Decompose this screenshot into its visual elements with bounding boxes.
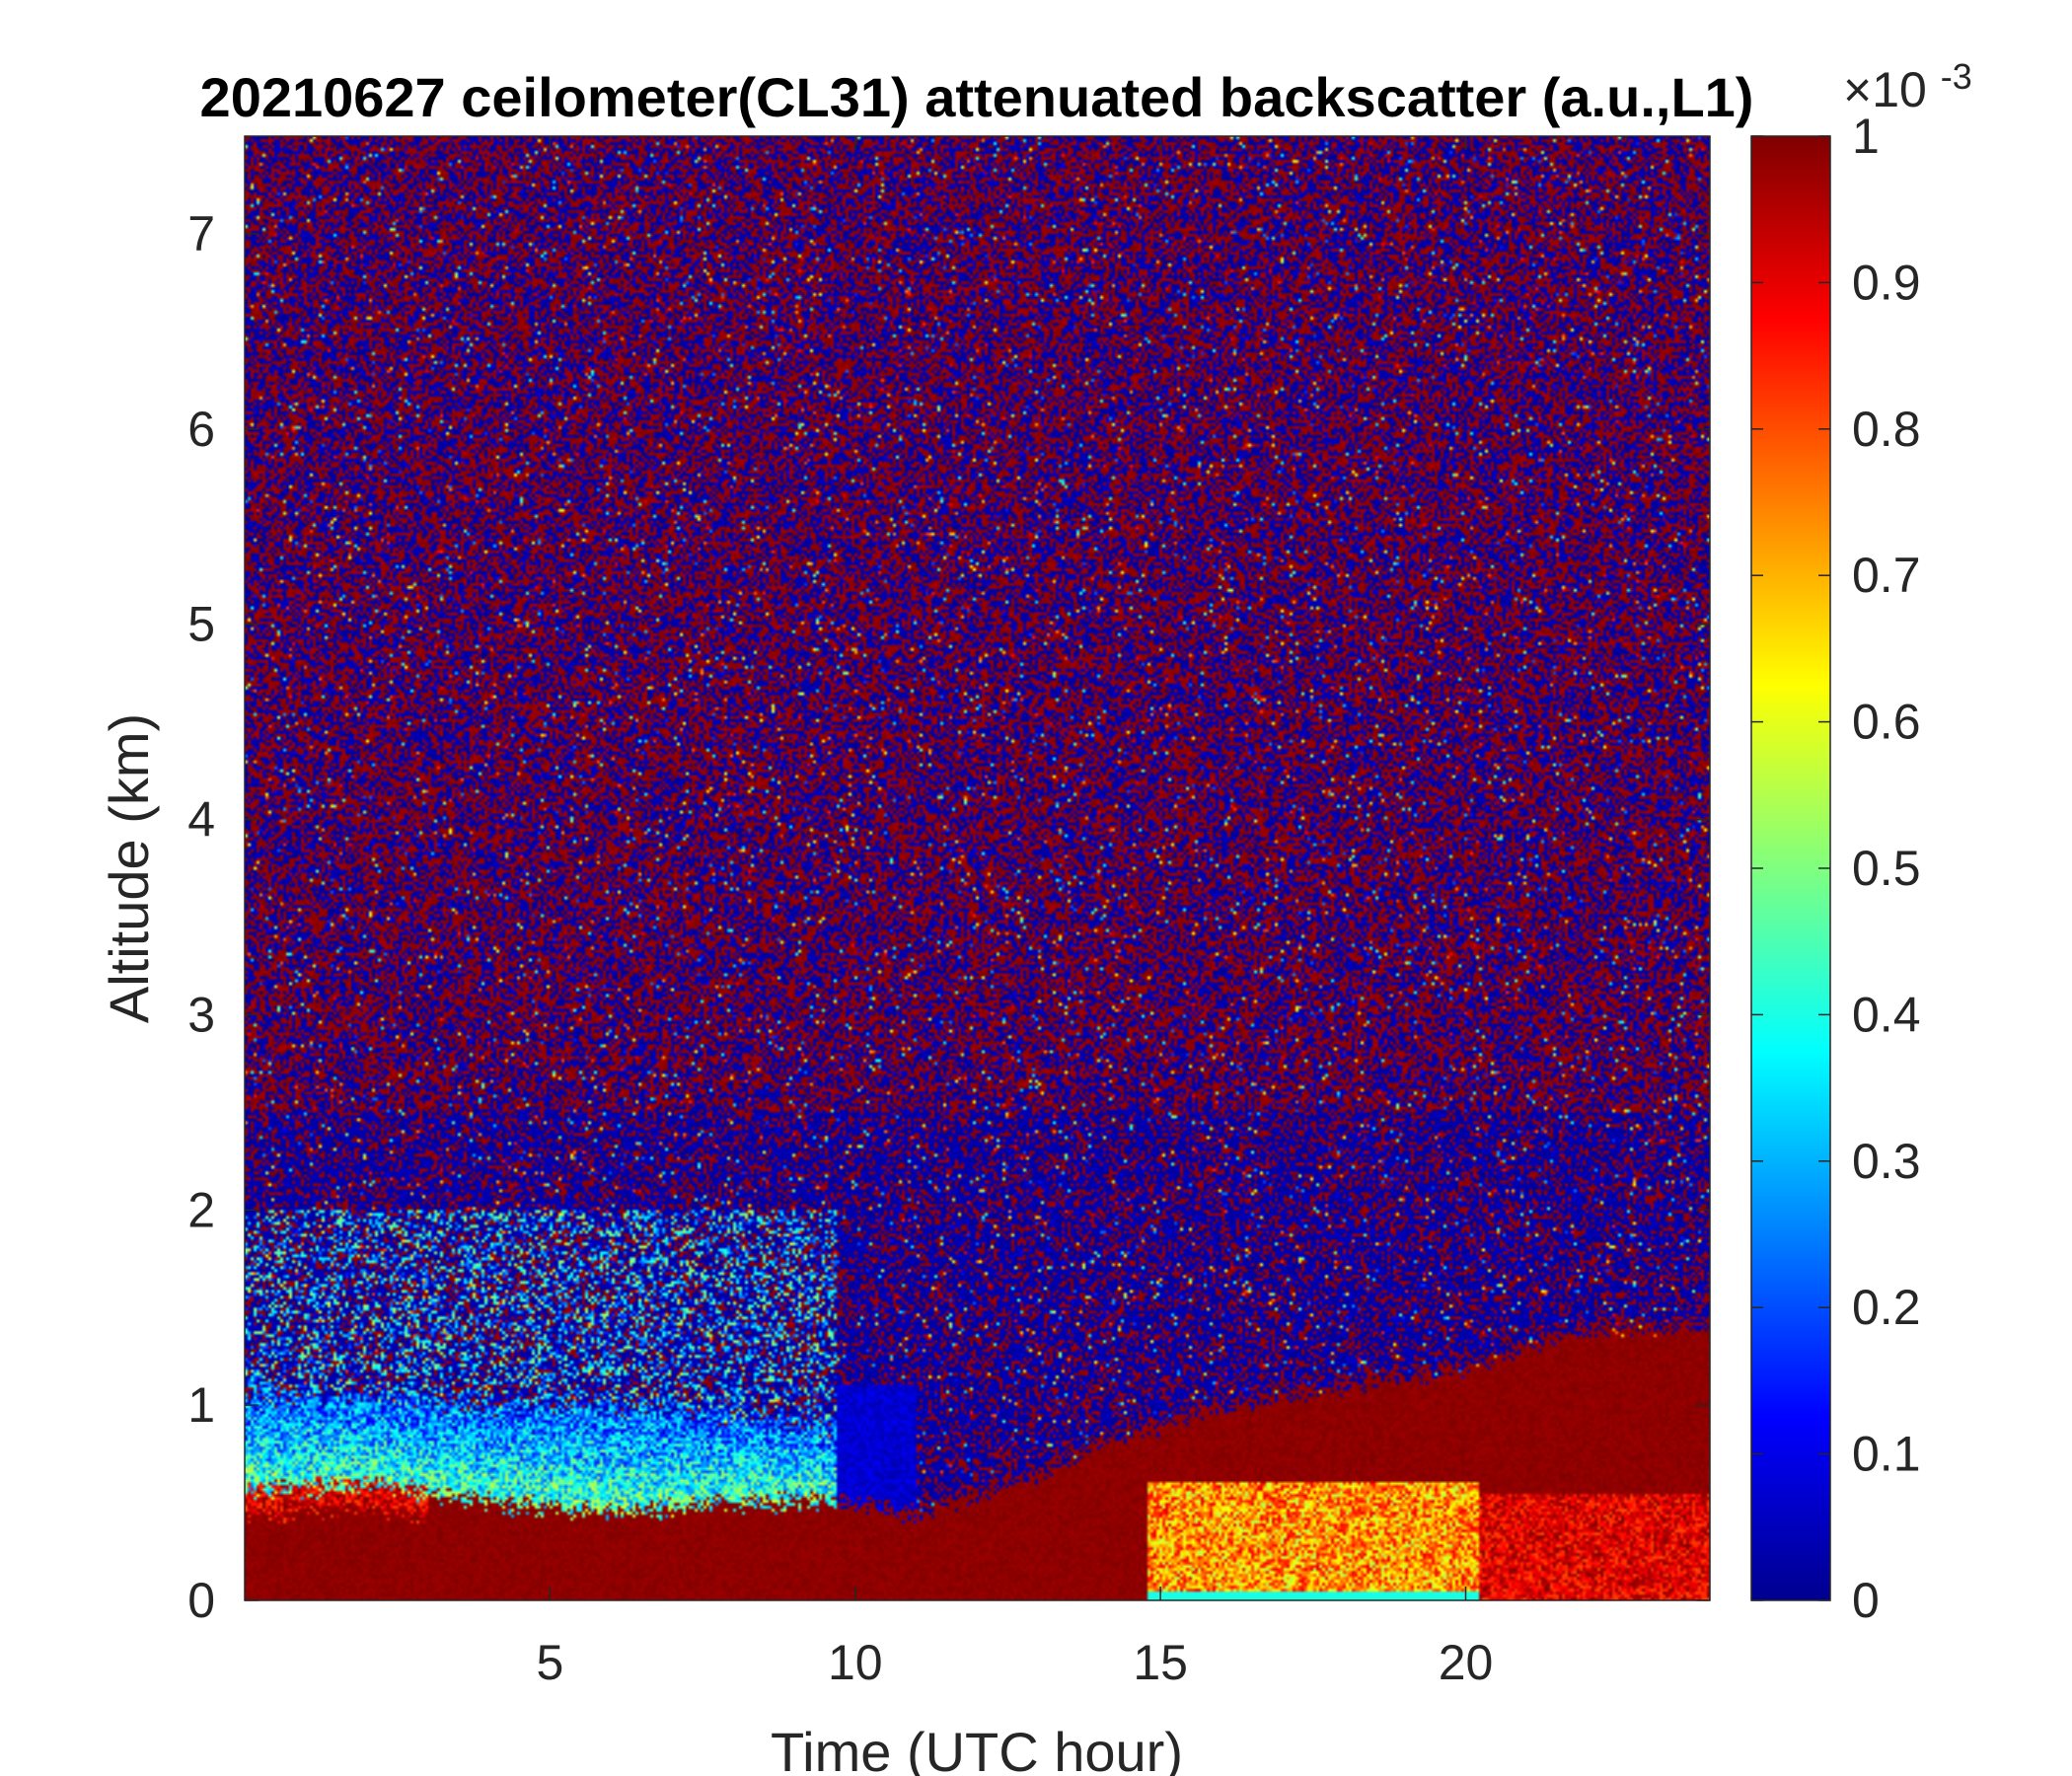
y-tick-label: 5 bbox=[187, 597, 215, 652]
colorbar-tick-label: 0.6 bbox=[1852, 695, 1921, 750]
colorbar: 0 0.1 0.2 0.3 0.4 0.5 0.6 0.7 0.8 0.9 1 ×10 -3 bbox=[1750, 56, 1972, 1628]
y-tick-label: 7 bbox=[187, 206, 215, 261]
backscatter-heatmap bbox=[245, 136, 1710, 1600]
y-axis-label: Altitude (km) bbox=[98, 713, 160, 1023]
colorbar-tick-label: 0 bbox=[1852, 1573, 1880, 1628]
colorbar-tick-label: 0.1 bbox=[1852, 1427, 1921, 1482]
colorbar-tick-label: 0.9 bbox=[1852, 255, 1921, 310]
x-tick-label: 5 bbox=[536, 1635, 563, 1690]
colorbar-exponent-power: -3 bbox=[1941, 56, 1972, 97]
colorbar-exponent-base: ×10 bbox=[1843, 62, 1927, 117]
x-tick-label: 10 bbox=[828, 1635, 883, 1690]
y-axis: 0 1 2 3 4 5 6 7 bbox=[187, 206, 1710, 1628]
colorbar-tick-label: 1 bbox=[1852, 109, 1880, 164]
x-axis-label: Time (UTC hour) bbox=[771, 1721, 1183, 1776]
colorbar-gradient bbox=[1750, 135, 1831, 1601]
colorbar-tick-label: 0.5 bbox=[1852, 841, 1921, 896]
plot-frame bbox=[244, 135, 1711, 1601]
x-tick-label: 15 bbox=[1133, 1635, 1188, 1690]
x-axis: 5 10 15 20 bbox=[536, 136, 1493, 1690]
y-tick-label: 4 bbox=[187, 792, 215, 848]
y-tick-label: 3 bbox=[187, 987, 215, 1042]
colorbar-tick-label: 0.2 bbox=[1852, 1280, 1921, 1335]
colorbar-tick-label: 0.7 bbox=[1852, 548, 1921, 603]
x-tick-label: 20 bbox=[1439, 1635, 1494, 1690]
plot-area bbox=[245, 136, 1710, 1600]
y-tick-label: 6 bbox=[187, 402, 215, 457]
colorbar-ticks: 0 0.1 0.2 0.3 0.4 0.5 0.6 0.7 0.8 0.9 1 bbox=[1751, 109, 1921, 1628]
y-tick-label: 2 bbox=[187, 1182, 215, 1237]
y-tick-label: 1 bbox=[187, 1377, 215, 1433]
colorbar-tick-label: 0.8 bbox=[1852, 402, 1921, 457]
y-tick-label: 0 bbox=[187, 1573, 215, 1628]
colorbar-exponent: ×10 -3 bbox=[1843, 56, 1972, 117]
colorbar-tick-label: 0.3 bbox=[1852, 1134, 1921, 1189]
colorbar-tick-label: 0.4 bbox=[1852, 987, 1921, 1042]
chart-title: 20210627 ceilometer(CL31) attenuated bac… bbox=[200, 66, 1754, 128]
